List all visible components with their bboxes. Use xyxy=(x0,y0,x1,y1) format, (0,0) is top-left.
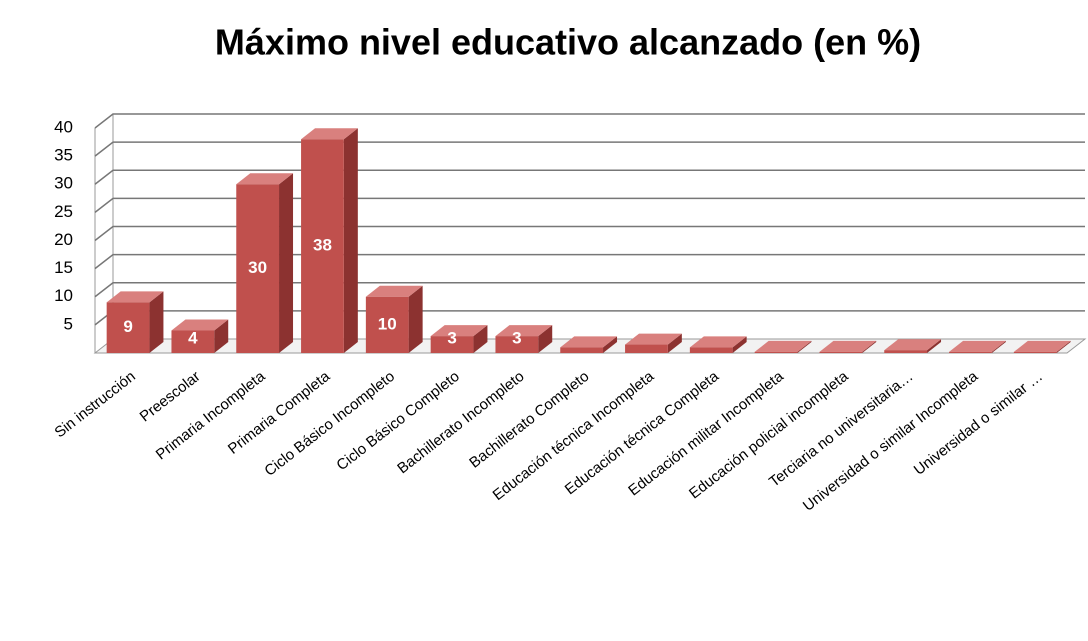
value-label: 10 xyxy=(378,314,397,333)
bar-top xyxy=(884,339,942,351)
bar-side xyxy=(991,340,1006,353)
x-tick-label: Bachillerato Completo xyxy=(466,368,592,472)
bar-side xyxy=(149,291,164,353)
bar-top xyxy=(430,325,488,337)
bar-side xyxy=(279,173,294,353)
bar xyxy=(495,336,539,353)
value-label: 30 xyxy=(248,258,267,277)
bar-top xyxy=(495,325,553,337)
bar-top xyxy=(171,319,229,331)
bar xyxy=(819,351,863,353)
bar xyxy=(106,302,150,353)
y-tick-label: 35 xyxy=(54,146,73,165)
value-label: 38 xyxy=(313,236,332,255)
bar xyxy=(625,344,668,353)
bar-top xyxy=(625,333,682,345)
x-tick-label: Sin instrucción xyxy=(51,368,138,441)
value-label: 4 xyxy=(188,328,198,347)
bar xyxy=(430,336,474,353)
bar-top xyxy=(560,336,618,348)
x-tick-label: Universidad o similar … xyxy=(911,368,1046,479)
bar-top xyxy=(949,340,1006,352)
y-tick-label: 25 xyxy=(54,202,73,221)
bar-top xyxy=(236,173,294,185)
grid-line xyxy=(94,141,1085,157)
bar xyxy=(560,347,604,353)
y-tick-label: 20 xyxy=(54,230,73,249)
bar-side xyxy=(473,325,488,353)
bar-top xyxy=(819,340,877,352)
grid-line xyxy=(94,197,1085,213)
bar-side xyxy=(797,340,812,353)
x-tick-label: Ciclo Básico Incompleto xyxy=(261,368,398,480)
bar-side xyxy=(862,340,877,353)
bar-side xyxy=(603,336,618,353)
bar-top xyxy=(106,291,164,303)
bar xyxy=(884,350,928,353)
y-tick-label: 5 xyxy=(64,314,73,333)
bar-side xyxy=(538,325,553,353)
bar-side xyxy=(343,128,358,353)
bar-top xyxy=(689,336,747,348)
bar xyxy=(171,330,215,353)
bar xyxy=(365,296,409,353)
y-tick-label: 30 xyxy=(54,174,73,193)
grid-line xyxy=(94,113,1085,129)
bar-side xyxy=(408,285,423,353)
bar xyxy=(236,184,280,353)
grid-line xyxy=(94,282,1085,298)
grid-line xyxy=(94,225,1085,242)
bar xyxy=(1013,351,1057,353)
bar-top xyxy=(301,128,358,140)
x-tick-label: Primaria Incompleta xyxy=(153,367,269,463)
value-label: 3 xyxy=(447,328,456,347)
chart-title: Máximo nivel educativo alcanzado (en %) xyxy=(215,22,921,63)
y-tick-label: 10 xyxy=(54,286,73,305)
bar xyxy=(301,139,344,353)
bar-side xyxy=(214,319,229,353)
bar-top xyxy=(365,285,423,297)
value-label: 9 xyxy=(123,317,132,336)
value-label: 3 xyxy=(512,328,521,347)
bar xyxy=(949,351,992,353)
bar xyxy=(754,351,798,353)
x-tick-label: Bachillerato Incompleto xyxy=(394,368,527,477)
bar-side xyxy=(732,336,747,353)
y-tick-label: 40 xyxy=(54,117,73,136)
bar-side xyxy=(667,333,682,353)
bar-side xyxy=(927,339,942,353)
x-tick-label: Preescolar xyxy=(137,368,204,426)
bar-top xyxy=(754,340,812,352)
bar-side xyxy=(1056,340,1071,353)
x-tick-label: Ciclo Básico Completo xyxy=(333,368,462,474)
bar-top xyxy=(1013,340,1071,352)
grid-line xyxy=(94,169,1085,185)
y-tick-label: 15 xyxy=(54,258,73,277)
bar xyxy=(689,347,733,353)
grid-line xyxy=(94,253,1085,270)
